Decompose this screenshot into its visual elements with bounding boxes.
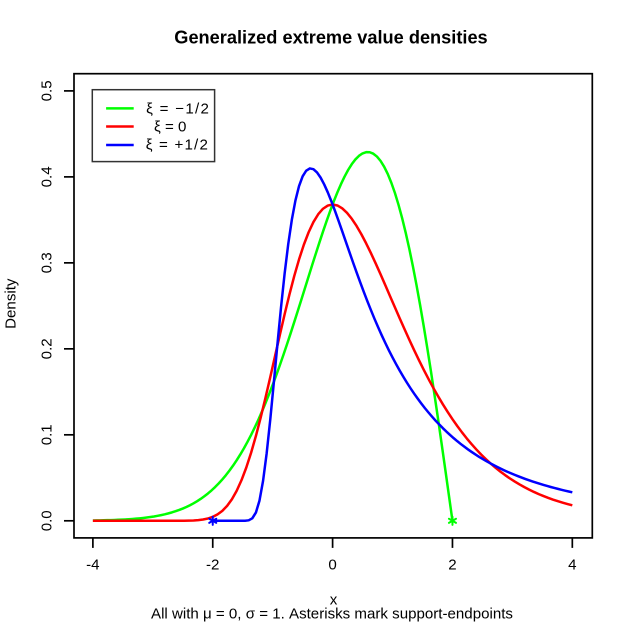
svg-text:x: x bbox=[330, 592, 338, 609]
svg-text:ξ = 0: ξ = 0 bbox=[154, 119, 186, 136]
svg-text:0.2: 0.2 bbox=[39, 338, 56, 359]
svg-text:2: 2 bbox=[448, 557, 456, 574]
svg-text:All with μ = 0, σ = 1. Asteris: All with μ = 0, σ = 1. Asterisks mark su… bbox=[151, 606, 513, 623]
svg-text:Generalized extreme value dens: Generalized extreme value densities bbox=[174, 28, 487, 48]
svg-text:-2: -2 bbox=[206, 557, 219, 574]
svg-text:-4: -4 bbox=[86, 557, 99, 574]
svg-text:0.1: 0.1 bbox=[39, 424, 56, 445]
svg-text:ξ = −1/2: ξ = −1/2 bbox=[146, 100, 210, 117]
svg-text:Density: Density bbox=[3, 278, 20, 329]
svg-text:4: 4 bbox=[568, 557, 576, 574]
svg-text:0.5: 0.5 bbox=[39, 80, 56, 101]
svg-text:0.0: 0.0 bbox=[39, 510, 56, 531]
svg-text:0.3: 0.3 bbox=[39, 252, 56, 273]
svg-text:ξ = +1/2: ξ = +1/2 bbox=[146, 137, 209, 154]
svg-text:0.4: 0.4 bbox=[39, 166, 56, 187]
svg-text:0: 0 bbox=[328, 557, 336, 574]
